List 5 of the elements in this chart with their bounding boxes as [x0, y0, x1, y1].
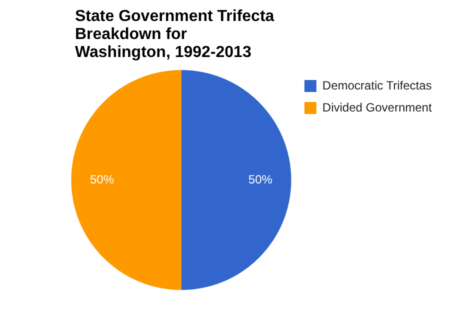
chart-title: State Government Trifecta Breakdown for Washington, 1992-2013 [74, 8, 275, 63]
data-label: 50% [248, 172, 273, 186]
legend-label: Democratic Trifectas [322, 78, 432, 92]
legend-label: Divided Government [322, 100, 432, 114]
data-label: 50% [90, 172, 114, 186]
